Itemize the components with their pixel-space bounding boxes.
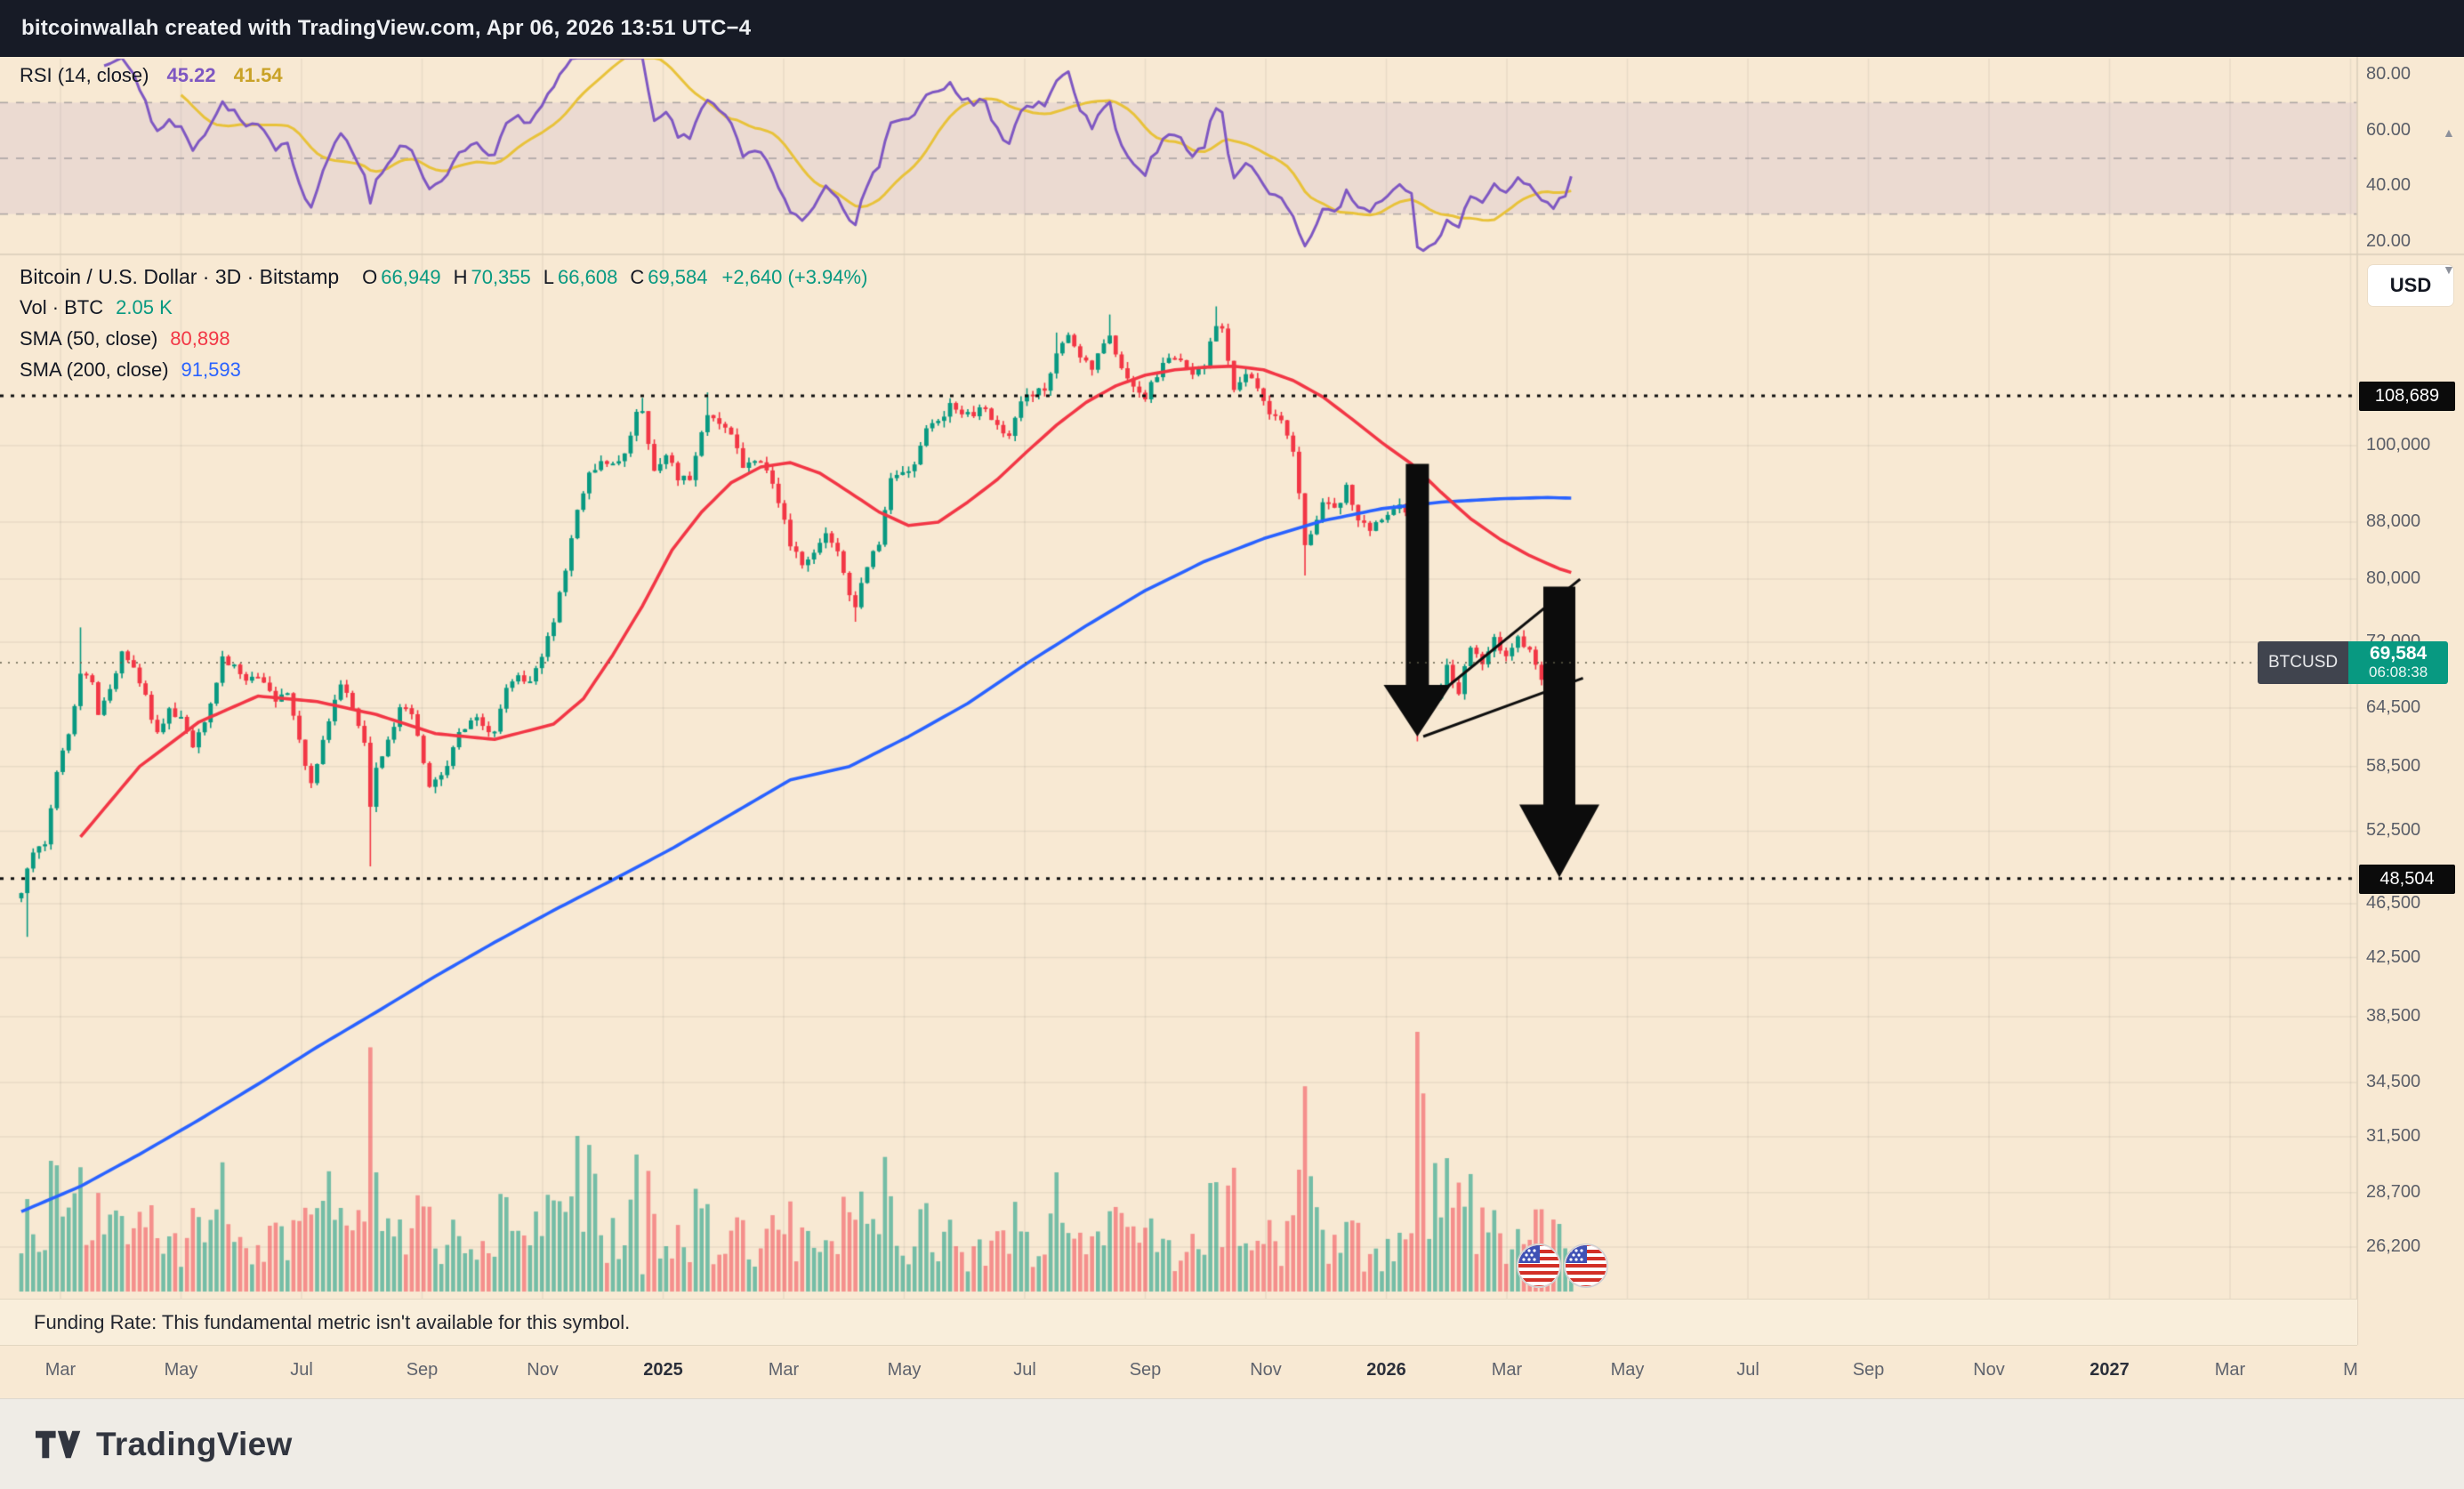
ohlc-low: L 66,608 [543,266,618,288]
rsi-value: 45.22 [166,64,216,86]
time-axis-label: Nov [1973,1360,2005,1380]
time-axis-label: 2025 [643,1360,683,1380]
time-axis-label: Mar [44,1360,76,1380]
us-flag-icon[interactable] [1563,1243,1609,1289]
footer: TradingView [0,1398,2464,1489]
price-axis-label: 42,500 [2366,946,2421,967]
sma50-value: 80,898 [170,327,230,350]
currency-toggle-button[interactable]: USD [2368,265,2453,306]
time-axis-label: 2027 [2090,1360,2130,1380]
rsi-legend[interactable]: RSI (14, close) 45.22 41.54 [20,64,283,87]
time-axis-label: 2026 [1366,1360,1406,1380]
current-price: 69,584 [2370,643,2428,664]
rsi-axis-label: 80.00 [2366,64,2412,84]
time-axis-label: Sep [1852,1360,1885,1380]
ohlc-open: O 66,949 [362,266,441,288]
bar-countdown: 06:08:38 [2369,664,2428,681]
volume-row[interactable]: Vol · BTC 2.05 K [20,296,867,327]
price-axis-label: 80,000 [2366,568,2421,589]
time-axis-label: Sep [406,1360,439,1380]
sma200-value: 91,593 [181,358,241,381]
rsi-ma-value: 41.54 [233,64,283,86]
time-axis-label: Sep [1129,1360,1162,1380]
time-axis-label: Jul [1736,1360,1759,1380]
header-bar: bitcoinwallah created with TradingView.c… [0,0,2464,57]
symbol-title: Bitcoin / U.S. Dollar · 3D · Bitstamp [20,265,340,288]
price-axis-label: 31,500 [2366,1126,2421,1147]
funding-note-bar: Funding Rate: This fundamental metric is… [0,1299,2357,1346]
tradingview-brand[interactable]: TradingView [96,1425,293,1462]
sma50-row[interactable]: SMA (50, close) 80,898 [20,327,867,358]
time-axis-label: Mar [1491,1360,1523,1380]
resistance-price-badge: 108,689 [2359,381,2455,411]
sma200-row[interactable]: SMA (200, close) 91,593 [20,358,867,390]
time-axis-label: Jul [1013,1360,1036,1380]
current-price-badge: BTCUSD 69,584 06:08:38 [2258,640,2449,684]
time-axis-label: Nov [1250,1360,1282,1380]
time-axis-label: Nov [527,1360,559,1380]
price-axis-label: 28,700 [2366,1181,2421,1202]
sma200-label: SMA (200, close) [20,358,169,381]
us-flag-icon[interactable] [1516,1243,1562,1289]
pane-collapse-down-icon[interactable]: ▼ [2443,262,2455,277]
rsi-legend-label: RSI (14, close) [20,64,149,86]
price-axis-label: 58,500 [2366,755,2421,776]
price-badge-symbol: BTCUSD [2258,640,2349,684]
price-badge-value: 69,584 06:08:38 [2348,640,2449,684]
time-axis-label: Mar [768,1360,800,1380]
tradingview-logo-icon[interactable] [36,1427,82,1462]
time-axis-label: M [2343,1360,2358,1380]
price-axis-label: 38,500 [2366,1006,2421,1026]
time-axis[interactable]: Mar May Jul Sep Nov 2025 Mar May Jul Sep Nov 2026 Ma… [0,1346,2464,1398]
price-axis-label: 26,200 [2366,1236,2421,1257]
price-axis-label: 52,500 [2366,820,2421,841]
time-axis-label: May [164,1360,198,1380]
funding-note-text: Funding Rate: This fundamental metric is… [34,1310,631,1333]
support-price-badge: 48,504 [2359,864,2455,894]
time-axis-label: Jul [290,1360,313,1380]
pane-collapse-up-icon[interactable]: ▲ [2443,125,2455,140]
volume-value: 2.05 K [116,296,173,318]
ohlc-close: C 69,584 [630,266,708,288]
time-axis-label: May [1610,1360,1645,1380]
change-value: +2,640 (+3.94%) [721,266,868,288]
time-axis-label: Mar [2214,1360,2246,1380]
price-axis-label: 34,500 [2366,1071,2421,1091]
price-axis-label: 64,500 [2366,696,2421,717]
ohlc-high: H 70,355 [453,266,531,288]
price-axis-label: 88,000 [2366,511,2421,531]
rsi-axis-label: 20.00 [2366,231,2412,251]
rsi-axis-label: 40.00 [2366,175,2412,196]
sma50-label: SMA (50, close) [20,327,158,350]
price-axis-label: 100,000 [2366,435,2431,455]
header-title: bitcoinwallah created with TradingView.c… [21,16,752,40]
volume-label: Vol · BTC [20,296,104,318]
rsi-axis-label: 60.00 [2366,119,2412,140]
price-axis-label: 46,500 [2366,893,2421,914]
time-axis-label: May [887,1360,922,1380]
